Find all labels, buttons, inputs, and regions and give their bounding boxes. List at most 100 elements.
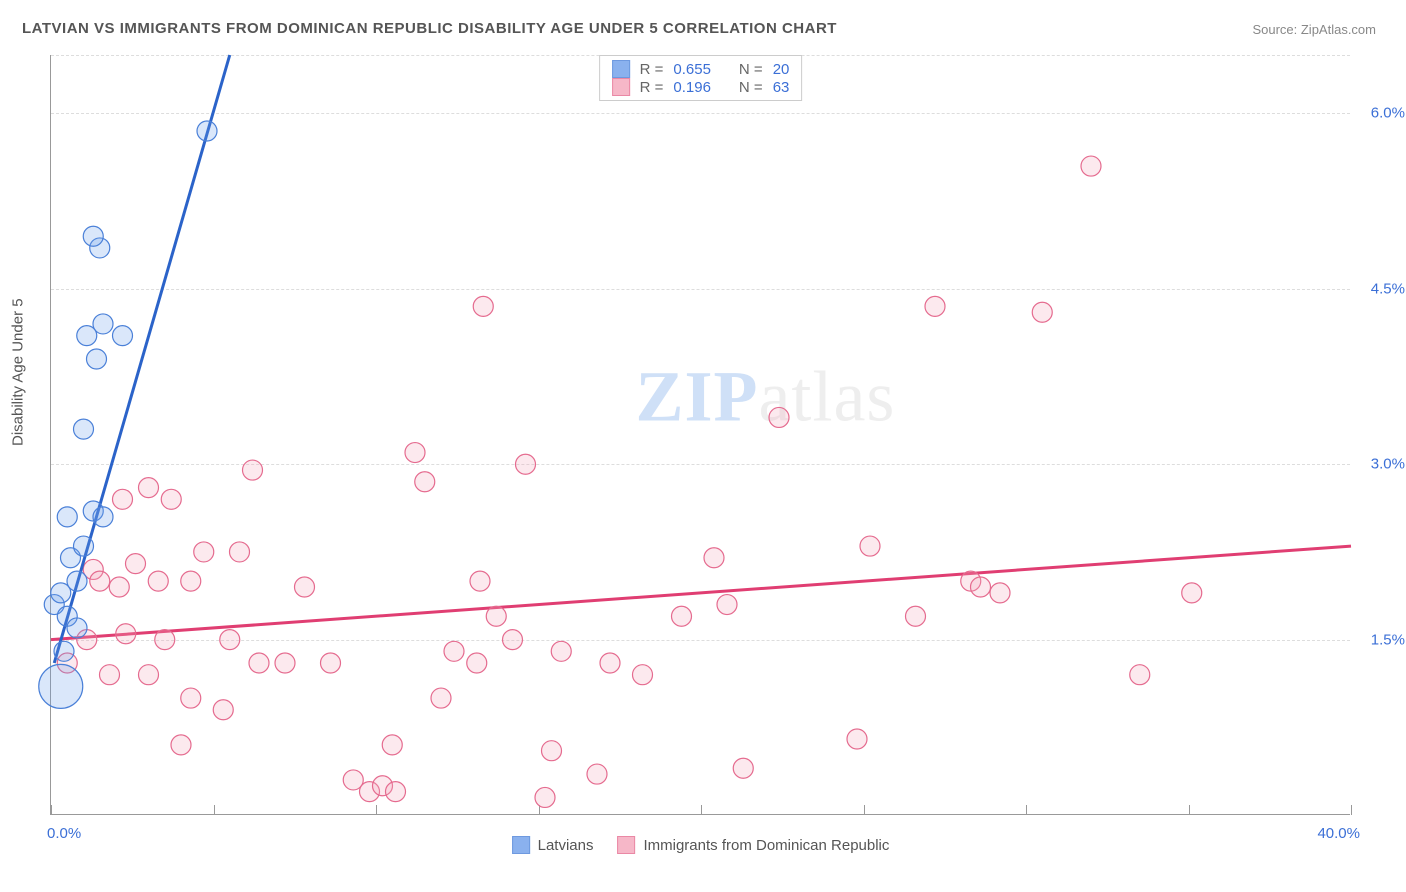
legend-item-latvians: Latvians (512, 836, 594, 854)
data-point-dominican (243, 460, 263, 480)
data-point-dominican (906, 606, 926, 626)
legend-label-latvians: Latvians (538, 837, 594, 854)
y-axis-title: Disability Age Under 5 (10, 298, 27, 446)
data-point-dominican (405, 443, 425, 463)
legend-item-dominican: Immigrants from Dominican Republic (617, 836, 889, 854)
data-point-latvians (93, 314, 113, 334)
data-point-dominican (213, 700, 233, 720)
data-point-dominican (415, 472, 435, 492)
data-point-dominican (148, 571, 168, 591)
data-point-dominican (171, 735, 191, 755)
y-tick-label: 3.0% (1371, 456, 1405, 473)
data-point-dominican (717, 595, 737, 615)
data-point-dominican (139, 665, 159, 685)
data-point-dominican (321, 653, 341, 673)
data-point-dominican (1130, 665, 1150, 685)
data-point-dominican (486, 606, 506, 626)
data-point-dominican (295, 577, 315, 597)
data-point-dominican (90, 571, 110, 591)
stat-r-label: R = (640, 61, 664, 78)
stat-r-latvians: 0.655 (673, 61, 711, 78)
stat-n-label: N = (739, 79, 763, 96)
data-point-latvians (74, 536, 94, 556)
stat-n-latvians: 20 (773, 61, 790, 78)
plot-area: ZIPatlas R = 0.655 N = 20 R = 0.196 N = … (50, 55, 1350, 815)
data-point-dominican (847, 729, 867, 749)
data-point-latvians (54, 641, 74, 661)
data-point-dominican (704, 548, 724, 568)
legend-swatch-latvians (512, 836, 530, 854)
data-point-dominican (551, 641, 571, 661)
stats-row-dominican: R = 0.196 N = 63 (612, 78, 790, 96)
data-point-dominican (971, 577, 991, 597)
data-point-dominican (600, 653, 620, 673)
data-point-dominican (220, 630, 240, 650)
stats-row-latvians: R = 0.655 N = 20 (612, 60, 790, 78)
data-point-dominican (769, 407, 789, 427)
data-point-dominican (155, 630, 175, 650)
data-point-dominican (230, 542, 250, 562)
stat-r-dominican: 0.196 (673, 79, 711, 96)
stat-r-label: R = (640, 79, 664, 96)
data-point-latvians (57, 507, 77, 527)
data-point-dominican (672, 606, 692, 626)
data-point-dominican (113, 489, 133, 509)
source-link[interactable]: ZipAtlas.com (1301, 22, 1376, 37)
data-point-dominican (633, 665, 653, 685)
data-point-dominican (516, 454, 536, 474)
data-point-latvians (39, 664, 83, 708)
swatch-latvians (612, 60, 630, 78)
data-point-dominican (473, 296, 493, 316)
data-point-dominican (587, 764, 607, 784)
data-point-dominican (1081, 156, 1101, 176)
data-point-latvians (67, 571, 87, 591)
legend-label-dominican: Immigrants from Dominican Republic (643, 837, 889, 854)
data-point-dominican (444, 641, 464, 661)
data-point-dominican (139, 478, 159, 498)
data-point-dominican (109, 577, 129, 597)
data-point-dominican (249, 653, 269, 673)
data-point-dominican (733, 758, 753, 778)
data-point-dominican (467, 653, 487, 673)
stat-n-label: N = (739, 61, 763, 78)
data-point-dominican (1182, 583, 1202, 603)
data-point-dominican (503, 630, 523, 650)
data-point-dominican (925, 296, 945, 316)
data-point-latvians (83, 226, 103, 246)
data-point-dominican (1032, 302, 1052, 322)
stat-n-dominican: 63 (773, 79, 790, 96)
swatch-dominican (612, 78, 630, 96)
data-point-dominican (181, 688, 201, 708)
data-point-latvians (87, 349, 107, 369)
y-tick-label: 4.5% (1371, 280, 1405, 297)
data-point-dominican (116, 624, 136, 644)
x-max-label: 40.0% (1317, 825, 1360, 842)
data-point-dominican (126, 554, 146, 574)
source-prefix: Source: (1252, 22, 1300, 37)
x-tick (1351, 805, 1352, 815)
y-tick-label: 1.5% (1371, 631, 1405, 648)
data-point-latvians (93, 507, 113, 527)
data-point-dominican (860, 536, 880, 556)
data-point-dominican (100, 665, 120, 685)
data-point-dominican (275, 653, 295, 673)
data-point-dominican (431, 688, 451, 708)
data-point-dominican (990, 583, 1010, 603)
y-tick-label: 6.0% (1371, 105, 1405, 122)
legend: Latvians Immigrants from Dominican Repub… (512, 836, 890, 854)
data-point-dominican (194, 542, 214, 562)
data-point-latvians (197, 121, 217, 141)
x-min-label: 0.0% (47, 825, 81, 842)
chart-svg (51, 55, 1350, 814)
chart-title: LATVIAN VS IMMIGRANTS FROM DOMINICAN REP… (22, 20, 837, 37)
source-attribution: Source: ZipAtlas.com (1252, 22, 1376, 37)
data-point-dominican (470, 571, 490, 591)
data-point-latvians (67, 618, 87, 638)
data-point-dominican (542, 741, 562, 761)
correlation-stats-box: R = 0.655 N = 20 R = 0.196 N = 63 (599, 55, 803, 101)
data-point-dominican (535, 787, 555, 807)
data-point-dominican (161, 489, 181, 509)
data-point-dominican (386, 782, 406, 802)
data-point-dominican (181, 571, 201, 591)
data-point-latvians (113, 326, 133, 346)
